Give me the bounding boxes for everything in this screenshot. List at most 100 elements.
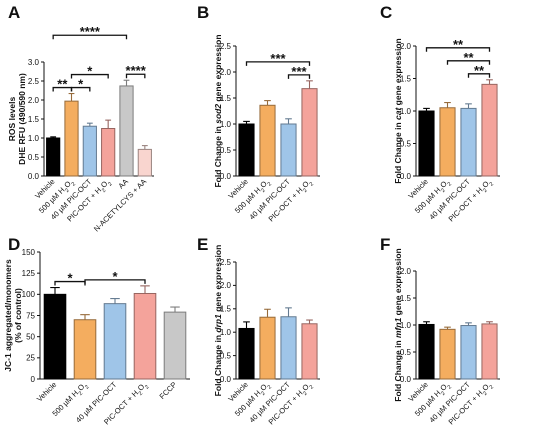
- y-tick-label: 3.0: [28, 58, 40, 67]
- y-tick-label: 2.0: [220, 281, 232, 290]
- y-axis-label: Fold Change in sod2 gene expression: [213, 34, 223, 187]
- significance-bracket: [245, 61, 311, 66]
- y-tick-label: 25: [26, 354, 35, 363]
- y-tick-label: 0.0: [400, 375, 412, 384]
- y-tick-label: 2.0: [400, 267, 412, 276]
- significance-bracket: [467, 73, 491, 78]
- y-axis-label: Fold Change in drp1 gene expression: [213, 245, 223, 397]
- significance-label: **: [453, 37, 464, 52]
- y-axis-label: ROS levels: [7, 97, 17, 142]
- y-tick-label: 1.5: [220, 305, 232, 314]
- bar: [301, 88, 318, 177]
- y-axis-label: Fold Change in cat gene expression: [393, 38, 403, 184]
- y-tick-label: 1.5: [400, 74, 412, 83]
- bar: [238, 327, 255, 380]
- bar: [119, 85, 134, 177]
- y-tick-label: 2.0: [28, 96, 40, 105]
- panel-a: A 0.0 0.5 1.0 1.5 2.0 2.5 3.0 ROS levels DHE RFU …: [7, 3, 154, 233]
- bar: [101, 128, 116, 177]
- significance-label: **: [463, 50, 474, 65]
- significance-bracket: [52, 34, 128, 40]
- bar: [460, 107, 477, 177]
- bar: [301, 323, 318, 380]
- y-tick-label: 0.5: [220, 146, 232, 155]
- bar: [46, 137, 61, 177]
- bar: [280, 123, 297, 177]
- bar: [133, 292, 157, 380]
- y-tick-label: 0.5: [400, 348, 412, 357]
- y-tick-label: 0.0: [28, 172, 40, 181]
- panel-letter: D: [8, 235, 20, 254]
- bar: [238, 123, 255, 177]
- y-tick-label: 0.0: [220, 172, 232, 181]
- y-tick-label: 0.0: [220, 375, 232, 384]
- bar: [259, 316, 276, 380]
- y-tick-label: 2.5: [220, 258, 232, 267]
- y-tick-label: 1.5: [400, 294, 412, 303]
- bar: [137, 148, 152, 177]
- category-label: FCCP: [158, 380, 179, 401]
- y-tick-label: 0: [31, 375, 36, 384]
- significance-label: *: [87, 64, 93, 79]
- significance-label: ****: [126, 63, 147, 78]
- category-label: Vehicle: [35, 380, 58, 403]
- significance-label: *: [67, 271, 73, 286]
- significance-bracket: [70, 86, 91, 92]
- y-tick-label: 1.0: [220, 328, 232, 337]
- y-tick-label: 0.5: [28, 153, 40, 162]
- significance-bracket: [425, 47, 491, 52]
- y-tick-label: 2.0: [220, 68, 232, 77]
- y-tick-label: 1.0: [28, 134, 40, 143]
- bar: [418, 110, 435, 177]
- y-tick-label: 2.0: [400, 42, 412, 51]
- y-tick-label: 50: [26, 332, 35, 341]
- bar: [460, 325, 477, 380]
- y-tick-label: 125: [22, 269, 36, 278]
- significance-bracket: [84, 279, 146, 284]
- y-tick-label: 150: [22, 248, 36, 257]
- y-tick-label: 1.0: [400, 107, 412, 116]
- significance-bracket: [287, 74, 311, 79]
- significance-label: ****: [80, 24, 101, 39]
- significance-label: *: [78, 77, 84, 92]
- bar: [103, 303, 127, 380]
- bar: [82, 125, 97, 177]
- y-axis-label: JC-1 aggregated/monomers: [3, 259, 13, 372]
- y-axis-label: DHE RFU (490/590 nm): [17, 73, 27, 165]
- panel-letter: A: [8, 3, 20, 22]
- bar: [163, 311, 187, 380]
- y-tick-label: 1.0: [400, 321, 412, 330]
- panel-d: D 0 25 50 75 100 125 150 JC-1 aggregated/monomer…: [3, 235, 190, 426]
- y-tick-label: 1.5: [28, 115, 40, 124]
- significance-label: **: [57, 77, 68, 92]
- significance-label: *: [112, 269, 118, 284]
- significance-label: **: [474, 63, 485, 78]
- y-tick-label: 0.5: [220, 351, 232, 360]
- bar: [418, 323, 435, 380]
- significance-bracket: [125, 73, 146, 79]
- bar: [259, 104, 276, 177]
- bar: [280, 316, 297, 380]
- y-tick-label: 100: [22, 290, 36, 299]
- panel-letter: B: [197, 3, 209, 22]
- y-tick-label: 2.5: [28, 77, 40, 86]
- y-tick-label: 75: [26, 311, 35, 320]
- panel-letter: C: [380, 3, 392, 22]
- bar: [481, 323, 498, 380]
- y-tick-label: 0.0: [400, 172, 412, 181]
- significance-label: ***: [270, 51, 286, 66]
- bar: [481, 83, 498, 177]
- y-tick-label: 0.5: [400, 139, 412, 148]
- y-tick-label: 1.0: [220, 120, 232, 129]
- significance-bracket: [70, 73, 109, 79]
- category-label: AA: [116, 177, 129, 190]
- panel-letter: F: [380, 235, 390, 254]
- panel-letter: E: [197, 235, 208, 254]
- bar: [64, 100, 79, 177]
- bar: [439, 328, 456, 380]
